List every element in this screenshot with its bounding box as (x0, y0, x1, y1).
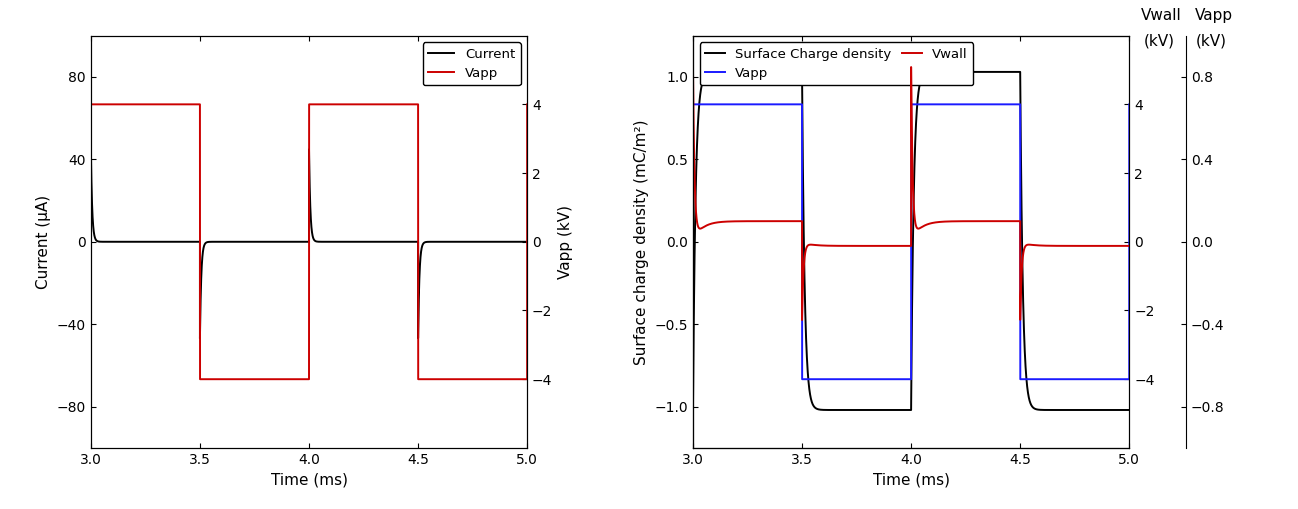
Current (188, 239, 204, 245)
Vapp (853, 376, 868, 382)
Vwall (790, 218, 806, 224)
Vapp (519, 101, 535, 107)
Vapp (1121, 101, 1137, 107)
Vwall (948, 218, 963, 224)
Vapp (715, 101, 731, 107)
Legend: Current, Vapp: Current, Vapp (423, 42, 520, 86)
Surface Charge density (1121, 407, 1137, 413)
Surface Charge density (948, 69, 963, 75)
Vapp (794, 376, 810, 382)
Surface Charge density (715, 71, 731, 77)
Surface Charge density (1009, 69, 1024, 75)
Vapp (345, 101, 361, 107)
Line: Vapp: Vapp (693, 104, 1129, 379)
Vapp (685, 101, 701, 107)
X-axis label: Time (ms): Time (ms) (270, 472, 348, 487)
Current (319, 239, 335, 245)
Vapp (1009, 101, 1024, 107)
Vwall (685, 64, 701, 70)
Surface Charge density (1001, 69, 1016, 75)
Vapp (319, 101, 335, 107)
Y-axis label: Vapp (kV): Vapp (kV) (558, 205, 572, 279)
Text: (kV): (kV) (1195, 34, 1227, 48)
Line: Vapp: Vapp (91, 104, 527, 379)
Text: Vwall: Vwall (1141, 8, 1182, 23)
Text: Vapp: Vapp (1194, 8, 1233, 23)
Current (251, 239, 266, 245)
X-axis label: Time (ms): Time (ms) (872, 472, 950, 487)
Vapp (192, 376, 208, 382)
Surface Charge density (685, 407, 701, 413)
Current (406, 239, 422, 245)
Current (345, 239, 361, 245)
Vwall (715, 219, 731, 225)
Line: Surface Charge density: Surface Charge density (693, 72, 1129, 410)
Vapp (948, 101, 963, 107)
Vwall (1121, 243, 1137, 249)
Vwall (794, 317, 810, 323)
Vapp (188, 101, 204, 107)
Vapp (251, 376, 266, 382)
Current (192, 335, 208, 342)
Current (83, 146, 99, 152)
Surface Charge density (790, 71, 806, 77)
Vapp (790, 101, 806, 107)
Vapp (406, 101, 422, 107)
Vwall (1009, 218, 1024, 224)
Current (113, 239, 129, 245)
Line: Vwall: Vwall (693, 67, 1129, 320)
Legend: Surface Charge density, Vapp, Vwall: Surface Charge density, Vapp, Vwall (700, 42, 974, 86)
Current (519, 239, 535, 245)
Y-axis label: Current (μA): Current (μA) (36, 195, 51, 289)
Y-axis label: Surface charge density (mC/m²): Surface charge density (mC/m²) (633, 119, 649, 364)
Text: (kV): (kV) (1144, 34, 1175, 48)
Vapp (922, 101, 937, 107)
Vwall (922, 220, 937, 227)
Surface Charge density (922, 69, 937, 75)
Line: Current: Current (91, 149, 527, 338)
Vwall (853, 243, 868, 249)
Surface Charge density (853, 407, 868, 413)
Vapp (113, 101, 129, 107)
Vapp (83, 101, 99, 107)
